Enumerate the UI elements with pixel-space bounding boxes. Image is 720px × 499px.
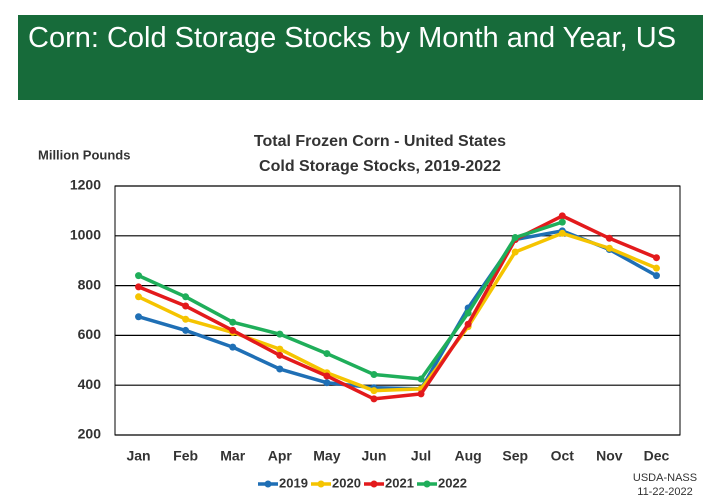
data-point [417, 390, 425, 398]
data-point [276, 345, 284, 353]
series-line [137, 231, 658, 393]
data-point [276, 351, 284, 359]
legend-marker [423, 480, 431, 488]
data-point [558, 218, 566, 226]
legend-label: 2022 [438, 475, 467, 490]
x-tick-label: Oct [551, 448, 575, 464]
data-point [323, 350, 331, 358]
data-point [182, 315, 190, 323]
y-tick-label: 600 [78, 326, 102, 342]
data-point [370, 395, 378, 403]
legend-marker [370, 480, 378, 488]
data-point [511, 248, 519, 256]
chart-subtitle: Cold Storage Stocks, 2019-2022 [259, 158, 501, 175]
data-point [135, 293, 143, 301]
data-point [370, 370, 378, 378]
x-tick-label: Mar [220, 448, 245, 464]
data-point [652, 264, 660, 272]
data-point [558, 229, 566, 237]
y-tick-label: 800 [78, 276, 102, 292]
data-point [135, 283, 143, 291]
data-point [135, 313, 143, 321]
legend-label: 2021 [385, 475, 414, 490]
date: 11-22-2022 [637, 486, 692, 498]
legend-label: 2020 [332, 475, 361, 490]
data-point [652, 272, 660, 280]
legend-label: 2019 [279, 475, 308, 490]
x-tick-label: May [313, 448, 340, 464]
banner: Corn: Cold Storage Stocks by Month and Y… [18, 15, 703, 100]
x-tick-label: Jun [362, 448, 387, 464]
x-tick-label: Jul [411, 448, 431, 464]
y-tick-label: 1000 [70, 227, 101, 243]
source: USDA-NASS [633, 472, 697, 484]
y-axis-label: Million Pounds [38, 147, 130, 162]
x-tick-label: Sep [502, 448, 528, 464]
data-point [558, 212, 566, 220]
data-point [605, 234, 613, 242]
chart-title: Total Frozen Corn - United States [254, 133, 506, 150]
legend-marker [317, 480, 325, 488]
data-point [276, 365, 284, 373]
data-point [323, 379, 331, 387]
data-point [605, 244, 613, 252]
data-point [229, 326, 237, 334]
data-point [370, 387, 378, 395]
data-point [182, 293, 190, 301]
series-line [138, 229, 658, 391]
data-point [229, 343, 237, 351]
data-point [229, 318, 237, 326]
y-tick-label: 1200 [70, 177, 101, 193]
x-tick-label: Jan [126, 448, 150, 464]
data-point [135, 272, 143, 280]
data-point [323, 372, 331, 380]
data-point [276, 330, 284, 338]
y-tick-label: 200 [78, 426, 102, 442]
x-tick-label: Apr [268, 448, 293, 464]
x-tick-label: Feb [173, 448, 198, 464]
data-point [182, 302, 190, 310]
legend-marker [264, 480, 272, 488]
series-line [137, 214, 658, 401]
page-title: Corn: Cold Storage Stocks by Month and Y… [28, 22, 677, 54]
data-point [511, 234, 519, 242]
data-point [464, 309, 472, 317]
data-point [464, 320, 472, 328]
data-point [182, 326, 190, 334]
data-point [417, 375, 425, 383]
data-point [652, 254, 660, 262]
x-tick-label: Nov [596, 448, 623, 464]
x-tick-label: Dec [644, 448, 670, 464]
series-line [137, 220, 563, 381]
y-tick-label: 400 [78, 376, 102, 392]
x-tick-label: Aug [455, 448, 482, 464]
